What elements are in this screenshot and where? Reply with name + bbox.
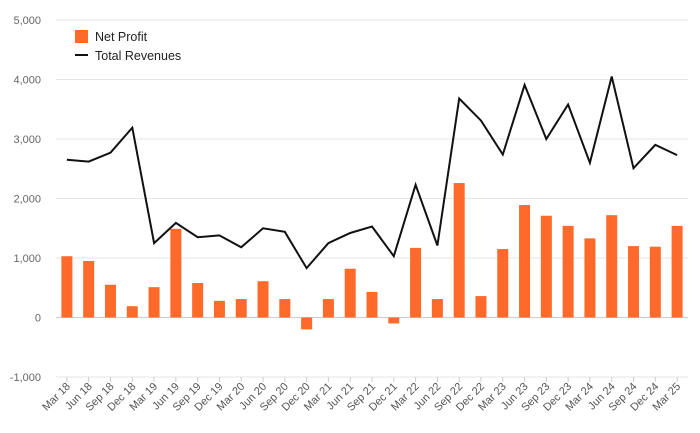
y-tick-label: 2,000 bbox=[13, 194, 41, 206]
total-revenues-line-group bbox=[66, 76, 678, 270]
net-profit-bars bbox=[61, 183, 683, 330]
net-profit-bar bbox=[628, 246, 640, 318]
net-profit-bar bbox=[61, 256, 73, 318]
net-profit-bar bbox=[671, 225, 683, 318]
net-profit-bar bbox=[431, 299, 443, 318]
net-profit-bar bbox=[235, 299, 247, 318]
y-tick-label: 4,000 bbox=[13, 75, 41, 87]
net-profit-bar bbox=[584, 238, 596, 318]
total-revenues-line bbox=[66, 76, 678, 270]
y-axis: -1,000 0 1,000 2,000 3,000 4,000 5,000 bbox=[10, 15, 41, 384]
net-profit-bar bbox=[257, 281, 269, 318]
net-profit-bar bbox=[301, 317, 313, 330]
net-profit-bar bbox=[148, 287, 160, 318]
net-profit-bar bbox=[322, 299, 334, 318]
net-profit-bar bbox=[606, 215, 618, 318]
legend-label-total-revenues: Total Revenues bbox=[95, 49, 181, 63]
net-profit-bar bbox=[213, 300, 225, 318]
net-profit-bar bbox=[104, 284, 116, 318]
net-profit-bar bbox=[83, 260, 95, 318]
y-tick-label: 5,000 bbox=[13, 15, 41, 27]
net-profit-bar bbox=[126, 306, 138, 318]
legend-label-net-profit: Net Profit bbox=[95, 30, 148, 44]
net-profit-bar bbox=[366, 291, 378, 318]
y-tick-label: 1,000 bbox=[13, 253, 41, 265]
y-tick-label: 3,000 bbox=[13, 134, 41, 146]
net-profit-bar bbox=[170, 228, 182, 318]
net-profit-bar bbox=[453, 183, 465, 318]
net-profit-bar bbox=[344, 268, 356, 318]
y-tick-label: 0 bbox=[35, 313, 41, 325]
net-profit-bar bbox=[562, 225, 574, 318]
net-profit-bar bbox=[540, 215, 552, 318]
net-profit-bar bbox=[649, 246, 661, 318]
net-profit-bar bbox=[410, 247, 422, 318]
legend: Net Profit Total Revenues bbox=[75, 30, 181, 63]
net-profit-bar bbox=[388, 317, 400, 324]
gridlines bbox=[56, 19, 688, 378]
net-profit-bar bbox=[497, 249, 509, 318]
net-profit-bar bbox=[475, 296, 487, 318]
net-profit-bar bbox=[192, 282, 204, 318]
y-tick-label: -1,000 bbox=[10, 372, 41, 384]
net-profit-bar bbox=[279, 299, 291, 318]
legend-swatch-net-profit bbox=[75, 30, 88, 43]
net-profit-bar bbox=[519, 205, 531, 318]
